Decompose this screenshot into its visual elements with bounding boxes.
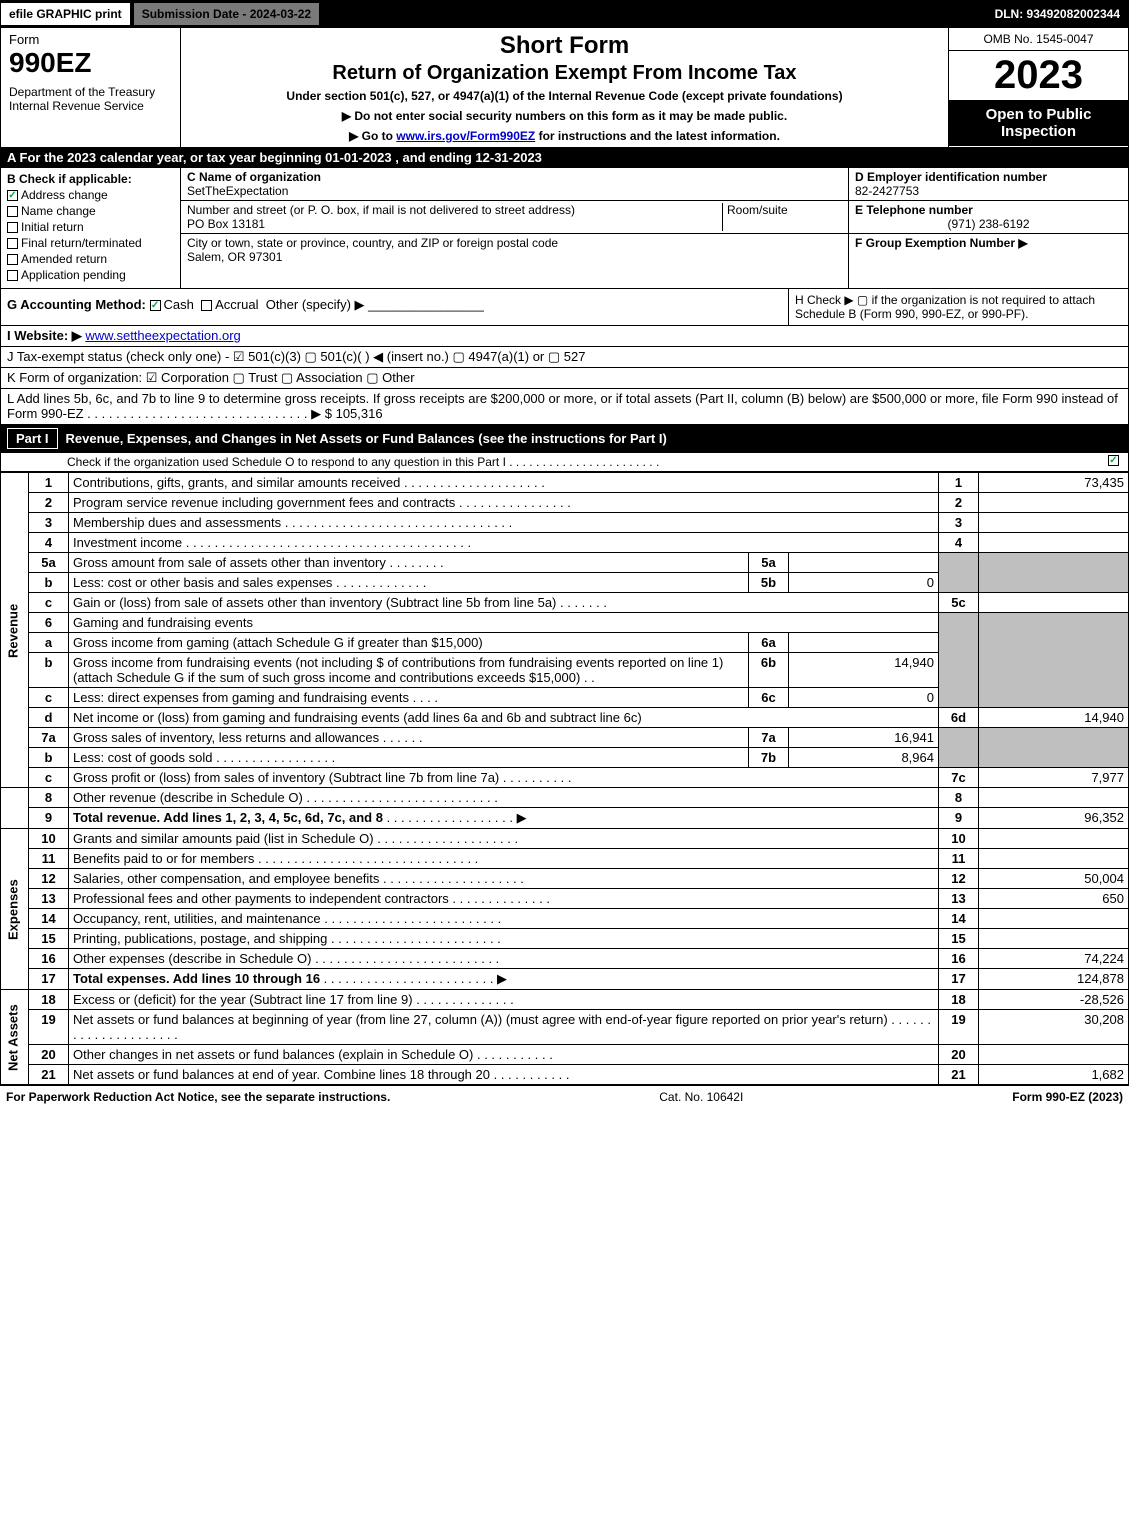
org-address: PO Box 13181 bbox=[187, 217, 265, 231]
chk-address-change[interactable]: Address change bbox=[7, 188, 174, 202]
line-6c-value: 0 bbox=[789, 688, 939, 708]
footer-left: For Paperwork Reduction Act Notice, see … bbox=[6, 1090, 390, 1104]
form-label: Form bbox=[9, 32, 172, 47]
chk-application-pending[interactable]: Application pending bbox=[7, 268, 174, 282]
part-1-sub: Check if the organization used Schedule … bbox=[0, 453, 1129, 472]
part-1-label: Part I bbox=[7, 428, 58, 449]
form-under: Under section 501(c), 527, or 4947(a)(1)… bbox=[189, 89, 940, 103]
form-subtitle: Return of Organization Exempt From Incom… bbox=[189, 62, 940, 85]
line-2-value bbox=[979, 493, 1129, 513]
footer-right: Form 990-EZ (2023) bbox=[1012, 1090, 1123, 1104]
line-5a-value bbox=[789, 553, 939, 573]
form-of-organization: K Form of organization: ☑ Corporation ▢ … bbox=[0, 368, 1129, 389]
open-public-label: Open to Public Inspection bbox=[949, 100, 1128, 146]
line-12-value: 50,004 bbox=[979, 869, 1129, 889]
phone-value: (971) 238-6192 bbox=[855, 217, 1122, 231]
gross-receipts-row: L Add lines 5b, 6c, and 7b to line 9 to … bbox=[0, 389, 1129, 425]
website-link[interactable]: www.settheexpectation.org bbox=[85, 328, 240, 343]
header-left: Form 990EZ Department of the Treasury In… bbox=[1, 28, 181, 147]
gross-receipts-value: 105,316 bbox=[336, 406, 383, 421]
ssn-note: ▶ Do not enter social security numbers o… bbox=[189, 109, 940, 123]
line-6a-value bbox=[789, 633, 939, 653]
line-19-value: 30,208 bbox=[979, 1010, 1129, 1045]
line-7a-value: 16,941 bbox=[789, 728, 939, 748]
tax-year: 2023 bbox=[949, 51, 1128, 100]
dln-label: DLN: 93492082002344 bbox=[987, 3, 1128, 25]
line-15-value bbox=[979, 929, 1129, 949]
row-gh: G Accounting Method: Cash Accrual Other … bbox=[0, 289, 1129, 326]
department-label: Department of the Treasury Internal Reve… bbox=[9, 85, 172, 113]
row-a-tax-year: A For the 2023 calendar year, or tax yea… bbox=[0, 148, 1129, 168]
page-footer: For Paperwork Reduction Act Notice, see … bbox=[0, 1085, 1129, 1108]
form-title: Short Form bbox=[189, 32, 940, 60]
line-20-value bbox=[979, 1045, 1129, 1065]
line-6b-value: 14,940 bbox=[789, 653, 939, 688]
net-assets-side-label: Net Assets bbox=[1, 990, 29, 1085]
header-right: OMB No. 1545-0047 2023 Open to Public In… bbox=[948, 28, 1128, 147]
phone-row: E Telephone number (971) 238-6192 bbox=[849, 201, 1128, 234]
line-18-value: -28,526 bbox=[979, 990, 1129, 1010]
line-5b-value: 0 bbox=[789, 573, 939, 593]
chk-initial-return[interactable]: Initial return bbox=[7, 220, 174, 234]
form-number: 990EZ bbox=[9, 47, 172, 79]
line-11-value bbox=[979, 849, 1129, 869]
line-21-value: 1,682 bbox=[979, 1065, 1129, 1085]
line-17-value: 124,878 bbox=[979, 969, 1129, 990]
ein-row: D Employer identification number 82-2427… bbox=[849, 168, 1128, 201]
header-mid: Short Form Return of Organization Exempt… bbox=[181, 28, 948, 147]
chk-name-change[interactable]: Name change bbox=[7, 204, 174, 218]
chk-final-return[interactable]: Final return/terminated bbox=[7, 236, 174, 250]
footer-cat: Cat. No. 10642I bbox=[659, 1090, 743, 1104]
form-header: Form 990EZ Department of the Treasury In… bbox=[0, 28, 1129, 148]
irs-link[interactable]: www.irs.gov/Form990EZ bbox=[396, 129, 535, 143]
org-name-row: C Name of organization SetTheExpectation bbox=[181, 168, 848, 201]
line-4-value bbox=[979, 533, 1129, 553]
goto-note: ▶ Go to www.irs.gov/Form990EZ for instru… bbox=[189, 129, 940, 143]
website-row: I Website: ▶ www.settheexpectation.org bbox=[0, 326, 1129, 347]
group-exemption-row: F Group Exemption Number ▶ bbox=[849, 234, 1128, 252]
efile-label: efile GRAPHIC print bbox=[1, 3, 130, 25]
revenue-side-label: Revenue bbox=[1, 473, 29, 788]
line-13-value: 650 bbox=[979, 889, 1129, 909]
top-bar: efile GRAPHIC print Submission Date - 20… bbox=[0, 0, 1129, 28]
section-bcdef: B Check if applicable: Address change Na… bbox=[0, 168, 1129, 289]
org-city-row: City or town, state or province, country… bbox=[181, 234, 848, 266]
col-b-checkboxes: B Check if applicable: Address change Na… bbox=[1, 168, 181, 288]
col-def: D Employer identification number 82-2427… bbox=[848, 168, 1128, 288]
line-7b-value: 8,964 bbox=[789, 748, 939, 768]
chk-amended-return[interactable]: Amended return bbox=[7, 252, 174, 266]
line-3-value bbox=[979, 513, 1129, 533]
org-city: Salem, OR 97301 bbox=[187, 250, 282, 264]
line-14-value bbox=[979, 909, 1129, 929]
org-name: SetTheExpectation bbox=[187, 184, 288, 198]
org-addr-row: Number and street (or P. O. box, if mail… bbox=[181, 201, 848, 234]
accounting-method: G Accounting Method: Cash Accrual Other … bbox=[1, 289, 788, 325]
line-1-value: 73,435 bbox=[979, 473, 1129, 493]
line-7c-value: 7,977 bbox=[979, 768, 1129, 788]
line-16-value: 74,224 bbox=[979, 949, 1129, 969]
line-6d-value: 14,940 bbox=[979, 708, 1129, 728]
tax-exempt-status: J Tax-exempt status (check only one) - ☑… bbox=[0, 347, 1129, 368]
col-b-label: B Check if applicable: bbox=[7, 172, 174, 186]
line-10-value bbox=[979, 829, 1129, 849]
expenses-side-label: Expenses bbox=[1, 829, 29, 990]
line-5c-value bbox=[979, 593, 1129, 613]
line-8-value bbox=[979, 788, 1129, 808]
chk-schedule-o[interactable] bbox=[1108, 455, 1119, 466]
part-1-table: Revenue 1 Contributions, gifts, grants, … bbox=[0, 472, 1129, 1085]
schedule-b-check: H Check ▶ ▢ if the organization is not r… bbox=[788, 289, 1128, 325]
chk-cash[interactable] bbox=[150, 300, 161, 311]
ein-value: 82-2427753 bbox=[855, 184, 919, 198]
chk-accrual[interactable] bbox=[201, 300, 212, 311]
line-9-value: 96,352 bbox=[979, 808, 1129, 829]
submission-date: Submission Date - 2024-03-22 bbox=[134, 3, 319, 25]
part-1-header: Part I Revenue, Expenses, and Changes in… bbox=[0, 425, 1129, 453]
omb-number: OMB No. 1545-0047 bbox=[949, 28, 1128, 51]
col-c-org-info: C Name of organization SetTheExpectation… bbox=[181, 168, 848, 288]
